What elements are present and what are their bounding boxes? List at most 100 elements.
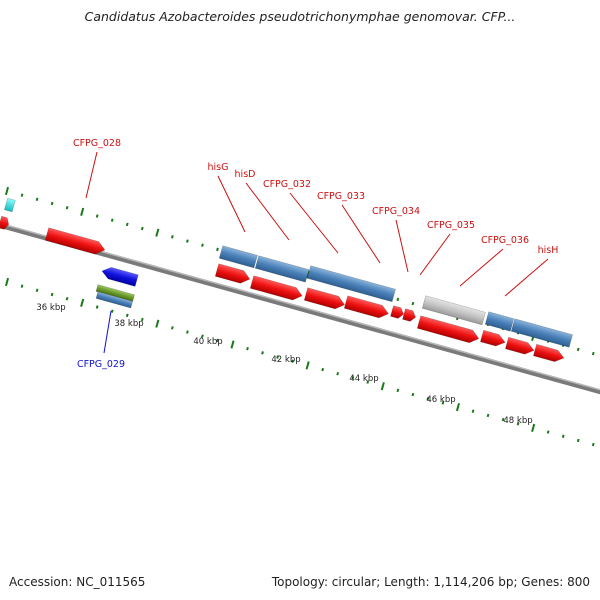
gene-cfpg-035[interactable] [416,315,480,345]
inner-tick [4,277,10,287]
inner-tick [426,397,430,401]
inner-tick [366,380,370,384]
inner-tick [95,305,99,309]
gene-partial-left[interactable] [0,215,10,230]
inner-tick [576,438,580,443]
feature-shape [101,267,139,287]
inner-tick [80,298,85,307]
outer-tick [20,193,24,197]
feature-blue-1[interactable] [218,245,258,269]
feature-blue-5[interactable] [510,318,573,348]
feature-blue-2[interactable] [254,255,310,283]
outer-tick [201,243,204,247]
gene-cfpg-028[interactable] [44,227,106,257]
gene-label[interactable]: CFPG_032 [263,179,311,190]
outer-tick [186,239,189,243]
gene-cfpg-034b[interactable] [402,308,418,323]
scale-label: 40 kbp [193,337,222,347]
inner-tick [230,340,235,349]
outer-tick [170,235,174,239]
inner-tick [155,319,160,328]
feature-shape [95,291,133,309]
gene-cfpg-034[interactable] [390,305,406,320]
gene-label-leader [341,204,381,264]
gene-label[interactable]: hisH [538,245,559,256]
gene-label[interactable]: hisD [235,169,256,180]
gene-hish[interactable] [505,336,535,356]
gene-cfpg-033[interactable] [343,295,390,320]
feature-shape [214,263,251,284]
feature-shape [303,287,346,310]
scale-label: 48 kbp [503,416,532,426]
scale-label: 44 kbp [349,374,378,384]
gene-label[interactable]: CFPG_036 [481,235,529,246]
outer-tick [110,218,114,222]
gene-hisg[interactable] [214,263,251,286]
inner-tick [336,372,340,376]
gene-hisd[interactable] [249,275,304,302]
gene-hish-end[interactable] [533,343,565,364]
backbone-highlight [0,118,600,494]
gene-label[interactable]: CFPG_029 [77,359,125,370]
feature-shape [306,265,396,303]
feature-shape [416,315,480,344]
inner-tick [140,317,144,322]
inner-tick [441,401,445,405]
inner-tick [546,430,550,434]
feature-cyan[interactable] [4,197,16,213]
outer-tick [411,301,415,306]
scale-label: 38 kbp [114,319,143,329]
outer-tick [95,214,99,218]
outer-tick [216,247,219,252]
gene-cfpg-029[interactable] [100,265,139,287]
inner-tick [411,392,415,397]
gene-cfpg-032[interactable] [303,287,346,311]
feature-shape [402,308,416,322]
feature-shape [505,336,535,355]
inner-tick [321,367,325,372]
feature-blue-4[interactable] [484,311,515,332]
gene-label-leader [289,192,339,254]
gene-label[interactable]: CFPG_028 [73,138,121,149]
inner-tick [380,382,385,391]
feature-shape [249,275,303,301]
feature-shape [254,255,310,283]
gene-label-leader [419,233,451,276]
inner-tick [201,334,204,338]
genome-backbone [0,118,600,498]
outer-tick [125,222,129,227]
inner-tick [110,309,114,313]
inner-tick [261,351,264,355]
feature-shape [510,318,573,348]
gene-cfpg-036[interactable] [480,329,506,348]
feature-blue-small[interactable] [95,291,133,309]
gene-label[interactable]: hisG [208,162,229,173]
inner-tick [170,326,174,330]
inner-tick [246,346,249,351]
feature-shape [390,305,404,319]
gene-label-leader [103,310,112,354]
inner-tick [291,359,294,363]
feature-green[interactable] [95,284,135,302]
inner-tick [125,313,129,318]
inner-tick [65,296,69,301]
gene-label[interactable]: CFPG_033 [317,191,365,202]
scale-label: 42 kbp [271,355,300,365]
outer-tick [396,297,400,302]
outer-tick [80,207,85,216]
gene-label-leader [504,258,549,297]
inner-tick [276,355,279,359]
inner-tick [591,442,595,447]
accession-text: Accession: NC_011565 [9,575,146,589]
inner-tick [501,417,505,422]
feature-shape [44,227,106,255]
feature-gray[interactable] [421,295,486,326]
feature-shape [480,329,506,347]
gene-label-leader [85,151,98,199]
gene-label[interactable]: CFPG_034 [372,206,420,217]
outer-tick [155,228,160,237]
feature-blue-3[interactable] [306,265,396,303]
gene-label[interactable]: CFPG_035 [427,220,475,231]
